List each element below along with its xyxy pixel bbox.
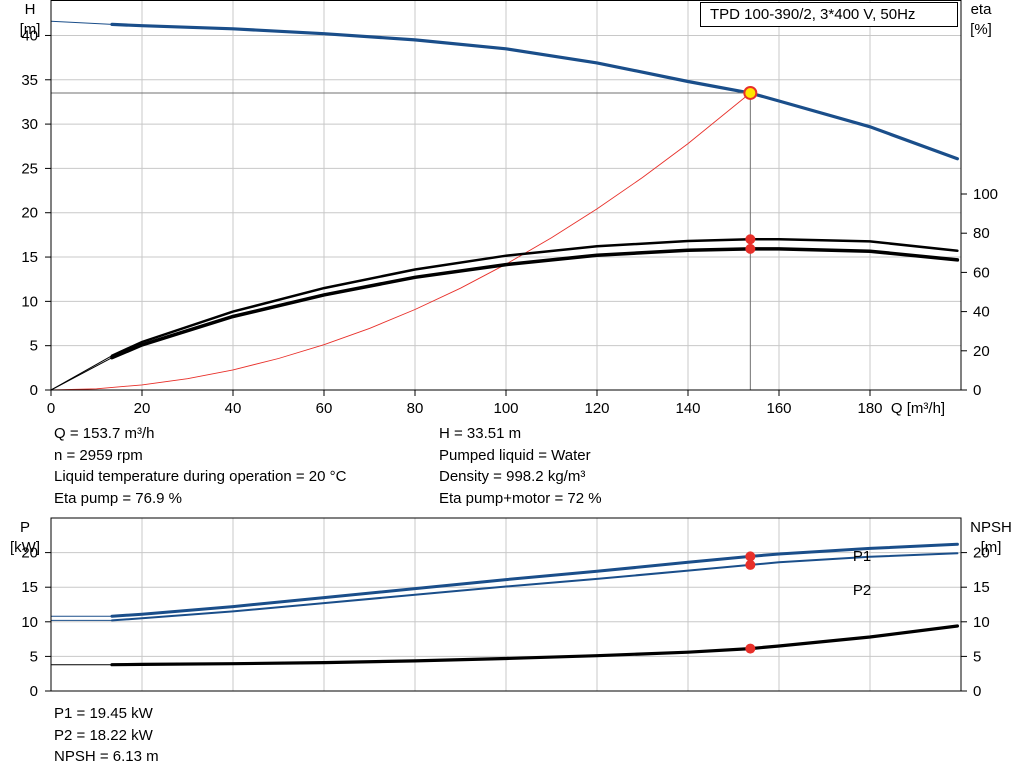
- y-left-tick-label: 15: [21, 249, 38, 266]
- y-left-tick-label: 0: [30, 382, 38, 399]
- curve-head: [110, 22, 959, 161]
- x-tick-label: 180: [857, 400, 882, 417]
- npsh-tick-label: 5: [973, 648, 981, 665]
- y-right-axis-label: eta: [971, 1, 993, 18]
- duty-point-p1-marker: [745, 551, 756, 562]
- x-tick-label: 120: [584, 400, 609, 417]
- curve-P1: [110, 542, 959, 618]
- series-label-p2: P2: [853, 582, 871, 599]
- info-upper-left: Q = 153.7 m³/h n = 2959 rpm Liquid tempe…: [54, 423, 346, 509]
- info-p1: P1 = 19.45 kW: [54, 705, 153, 722]
- info-eta-pump: Eta pump = 76.9 %: [54, 489, 182, 507]
- y-left-tick-label: 10: [21, 293, 38, 310]
- y-left-tick-label: 35: [21, 72, 38, 89]
- x-tick-label: 80: [407, 400, 424, 417]
- p-tick-label: 20: [21, 545, 38, 562]
- top-chart-curves: [50, 20, 960, 391]
- pump-model-label: TPD 100-390/2, 3*400 V, 50Hz: [700, 2, 958, 27]
- y-right-tick-label: 40: [973, 304, 990, 321]
- info-density: Density = 998.2 kg/m³: [439, 468, 586, 485]
- x-tick-label: 100: [493, 400, 518, 417]
- axis-ticks: 0 20 40 60 80 100 120 140 160 180 Q [m³/h]05101520…: [10, 1, 1012, 700]
- p-axis-unit: [kW]: [10, 539, 40, 556]
- y-right-tick-label: 0: [973, 382, 981, 399]
- info-liquid-temp: Liquid temperature during operation = 20…: [54, 468, 347, 485]
- duty-point-markers: [743, 85, 758, 654]
- x-tick-label: 40: [225, 400, 242, 417]
- info-speed: n = 2959 rpm: [54, 446, 143, 464]
- info-upper-right: H = 33.51 m Pumped liquid = Water Densit…: [439, 423, 602, 509]
- curve-head-extension: [50, 20, 113, 25]
- duty-point-eta-pump-marker: [745, 234, 756, 245]
- y-left-tick-label: 25: [21, 160, 38, 177]
- curve-eta-pump-motor-extension: [50, 357, 113, 391]
- series-label-p1: P1: [853, 548, 871, 565]
- p-tick-label: 5: [30, 648, 38, 665]
- npsh-axis-unit: [m]: [981, 539, 1002, 556]
- npsh-tick-label: 15: [973, 579, 990, 596]
- duty-point-head-marker: [743, 85, 758, 100]
- curve-eta-pump-motor: [110, 247, 960, 360]
- info-p2: P2 = 18.22 kW: [54, 726, 153, 744]
- npsh-tick-label: 10: [973, 614, 990, 631]
- y-right-axis-unit: [%]: [970, 21, 992, 38]
- bottom-chart-curves: [51, 542, 959, 667]
- npsh-tick-label: 20: [973, 545, 990, 562]
- x-tick-label: 140: [675, 400, 700, 417]
- duty-point-eta-motor-marker: [745, 243, 756, 254]
- curve-NPSH: [110, 624, 959, 667]
- y-left-tick-label: 5: [30, 338, 38, 355]
- y-right-tick-label: 60: [973, 264, 990, 281]
- info-eta-pump-motor: Eta pump+motor = 72 %: [439, 489, 602, 507]
- y-left-axis-label: H: [25, 1, 36, 18]
- p-tick-label: 15: [21, 579, 38, 596]
- y-right-tick-label: 100: [973, 186, 998, 203]
- curve-system-curve: [50, 92, 751, 391]
- top-chart-grid: [51, 0, 961, 390]
- y-left-tick-label: 30: [21, 116, 38, 133]
- info-lower: P1 = 19.45 kW P2 = 18.22 kW NPSH = 6.13 …: [54, 703, 159, 768]
- y-left-axis-unit: [m]: [20, 21, 41, 38]
- info-head: H = 33.51 m: [439, 425, 522, 442]
- y-left-tick-label: 20: [21, 205, 38, 222]
- info-npsh: NPSH = 6.13 m: [54, 748, 159, 765]
- y-right-tick-label: 80: [973, 225, 990, 242]
- p-tick-label: 0: [30, 683, 38, 700]
- curve-P2: [111, 552, 959, 622]
- info-pumped-liquid: Pumped liquid = Water: [439, 446, 591, 464]
- bottom-chart-grid: [51, 518, 961, 691]
- duty-point-npsh-marker: [745, 643, 756, 654]
- y-right-tick-label: 20: [973, 343, 990, 360]
- npsh-axis-label: NPSH: [970, 519, 1012, 536]
- duty-point-p2-marker: [745, 559, 756, 570]
- p-axis-label: P: [20, 519, 30, 536]
- p-tick-label: 10: [21, 614, 38, 631]
- x-tick-label: 160: [766, 400, 791, 417]
- x-tick-label: 0: [47, 400, 55, 417]
- x-tick-label: 60: [316, 400, 333, 417]
- info-flow: Q = 153.7 m³/h: [54, 425, 155, 442]
- curve-eta-pump: [110, 238, 959, 357]
- y-left-tick-label: 40: [21, 27, 38, 44]
- npsh-tick-label: 0: [973, 683, 981, 700]
- bottom-chart-frame: [50, 517, 962, 692]
- x-tick-label: 20: [134, 400, 151, 417]
- x-axis-label: Q [m³/h]: [891, 400, 945, 417]
